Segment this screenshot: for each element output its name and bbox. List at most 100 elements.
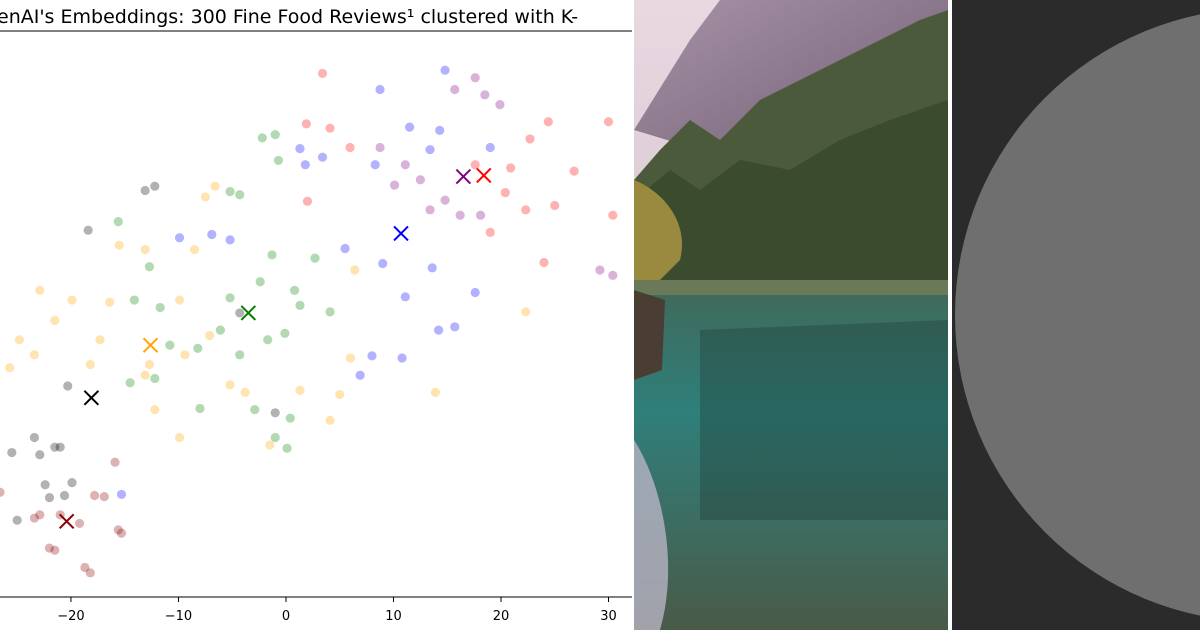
point — [295, 300, 305, 311]
point — [67, 295, 77, 305]
point — [310, 253, 320, 263]
point — [114, 240, 124, 250]
point — [415, 175, 425, 185]
divider — [948, 0, 952, 630]
point — [500, 188, 510, 198]
point — [345, 142, 355, 153]
point — [470, 73, 480, 83]
point — [225, 293, 235, 303]
x-tick-label: 20 — [493, 609, 510, 624]
point — [480, 90, 490, 100]
point — [235, 350, 245, 360]
point — [495, 99, 505, 110]
photo — [634, 0, 948, 630]
point — [425, 205, 435, 215]
point — [165, 340, 175, 350]
centroid — [83, 390, 100, 406]
point — [301, 119, 311, 129]
point — [225, 186, 235, 197]
point — [400, 160, 410, 170]
point — [140, 370, 150, 380]
point — [174, 233, 185, 243]
point — [5, 363, 15, 373]
centroid-stroke — [455, 168, 472, 185]
centroid-stroke — [142, 337, 159, 353]
point — [0, 487, 5, 497]
point — [150, 181, 160, 191]
point — [397, 353, 407, 363]
point — [90, 490, 100, 501]
point — [189, 244, 200, 255]
point — [235, 308, 245, 318]
point — [425, 145, 435, 155]
point — [475, 210, 486, 220]
point — [550, 200, 560, 211]
centroid — [58, 513, 75, 529]
point — [116, 528, 127, 538]
point — [14, 335, 24, 345]
point — [608, 210, 618, 220]
centroid — [240, 305, 257, 321]
point — [325, 307, 335, 317]
point — [7, 447, 17, 458]
x-tick-label: 30 — [600, 609, 617, 624]
point — [375, 142, 385, 153]
point — [67, 478, 77, 488]
point — [200, 192, 210, 202]
point — [205, 330, 215, 341]
point — [99, 491, 109, 502]
centroid — [455, 168, 472, 185]
point — [225, 235, 235, 245]
point — [543, 117, 553, 127]
centroid-stroke — [476, 167, 492, 184]
point — [210, 181, 220, 191]
x-tick-label: 10 — [385, 609, 402, 624]
point — [521, 307, 531, 317]
point — [470, 287, 480, 298]
point — [113, 525, 123, 535]
point — [325, 123, 335, 133]
point — [603, 117, 614, 127]
point — [144, 262, 155, 272]
point — [280, 328, 290, 338]
point — [155, 302, 165, 313]
point — [302, 196, 313, 206]
point — [257, 133, 267, 143]
point — [270, 432, 280, 443]
point — [85, 568, 95, 578]
point — [317, 152, 328, 162]
point — [265, 440, 275, 450]
point — [129, 295, 139, 305]
point — [193, 343, 203, 353]
point — [29, 350, 40, 360]
point — [367, 351, 377, 361]
point — [80, 562, 90, 573]
point — [180, 350, 190, 360]
point — [282, 443, 292, 453]
point — [295, 385, 305, 395]
x-tick-label: −20 — [57, 609, 84, 624]
point — [44, 543, 55, 553]
centroid — [476, 167, 492, 184]
chart-panel — [0, 0, 632, 630]
point — [105, 297, 115, 307]
point — [83, 225, 93, 235]
point — [440, 65, 450, 75]
x-tick-label: 0 — [282, 609, 290, 624]
point — [50, 315, 60, 326]
point — [400, 292, 410, 302]
point — [435, 125, 445, 135]
point — [270, 408, 280, 418]
centroid — [142, 337, 159, 353]
point — [35, 450, 45, 460]
point — [29, 432, 40, 443]
point — [506, 163, 516, 173]
circle — [955, 14, 1200, 616]
point — [59, 490, 70, 501]
plot: enAI's Embeddings: 300 Fine Food Reviews… — [0, 6, 632, 602]
point — [267, 250, 277, 260]
point — [375, 84, 385, 95]
point — [370, 160, 380, 170]
point — [125, 378, 135, 388]
point — [300, 160, 310, 170]
